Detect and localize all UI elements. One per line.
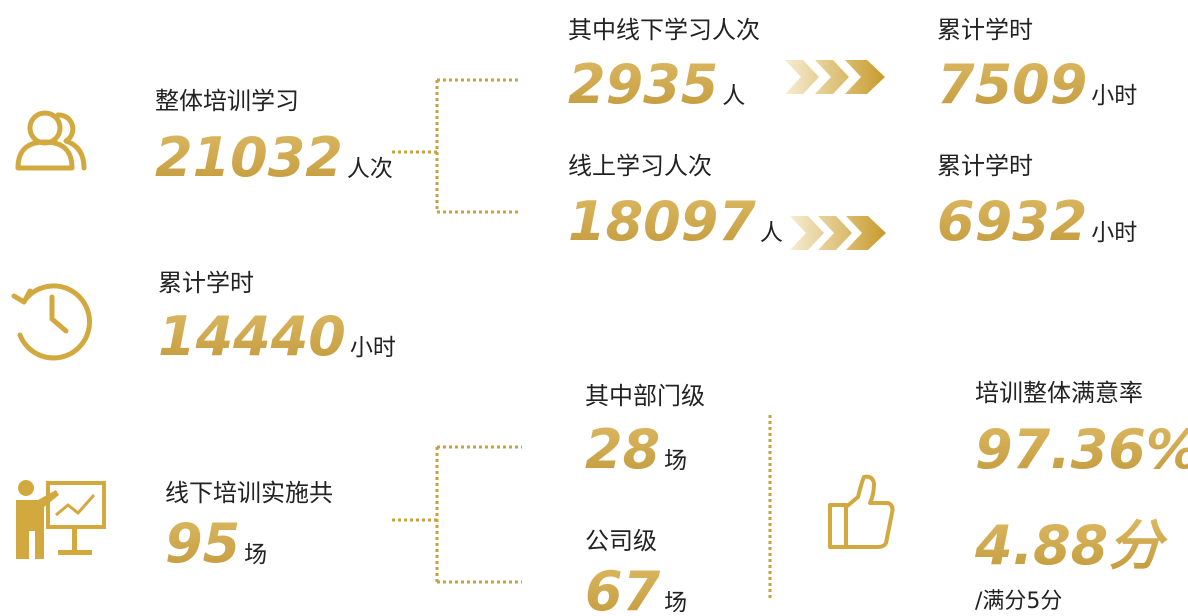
connector — [392, 445, 522, 584]
stat: 7509 小时 — [937, 53, 1137, 116]
stat: 21032 人次 — [155, 126, 393, 189]
unit: 人次 — [347, 156, 393, 182]
unit: 人 — [760, 220, 783, 246]
label: 其中线下学习人次 — [568, 16, 760, 44]
chevrons — [785, 60, 885, 94]
stat: 2935 人 — [568, 53, 745, 116]
value: 14440 — [158, 305, 346, 368]
presentation-icon — [16, 480, 106, 559]
thumb-icon — [828, 474, 895, 549]
label: 累计学时 — [158, 269, 254, 297]
unit: 场 — [664, 590, 687, 616]
unit: 小时 — [350, 335, 396, 361]
note: /满分5分 — [975, 589, 1062, 614]
unit: 小时 — [1091, 220, 1137, 246]
connector — [392, 78, 520, 214]
label: 培训整体满意率 — [975, 379, 1143, 407]
value: 18097 — [568, 190, 756, 253]
unit: 小时 — [1091, 83, 1137, 109]
stat: 95 场 — [165, 512, 267, 575]
label: 其中部门级 — [585, 382, 705, 410]
label: 累计学时 — [937, 16, 1033, 44]
unit: 场 — [664, 448, 687, 474]
stat: 14440 小时 — [158, 305, 396, 368]
value: 95 — [165, 512, 240, 575]
value: 67 — [585, 560, 661, 616]
value: 6932 — [937, 190, 1087, 253]
value: 21032 — [155, 126, 343, 189]
label: 累计学时 — [937, 152, 1033, 180]
label: 线下培训实施共 — [165, 479, 333, 507]
value: 2935 — [568, 53, 718, 116]
unit: 人 — [722, 83, 745, 109]
label: 线上学习人次 — [568, 152, 712, 180]
unit: 场 — [244, 542, 267, 568]
label: 整体培训学习 — [155, 87, 299, 115]
score: 4.88分 — [974, 514, 1168, 577]
chevrons — [790, 216, 886, 250]
value: 7509 — [937, 53, 1087, 116]
stat: 67 场 — [585, 560, 687, 616]
stat: 6932 小时 — [937, 190, 1137, 253]
value: 28 — [585, 418, 660, 481]
label: 公司级 — [585, 527, 657, 555]
person-icon — [15, 110, 87, 171]
rate: 97.36% — [975, 418, 1188, 481]
clock-icon — [11, 283, 93, 361]
stat: 28 场 — [585, 418, 687, 481]
stat: 18097 人 — [568, 190, 783, 253]
